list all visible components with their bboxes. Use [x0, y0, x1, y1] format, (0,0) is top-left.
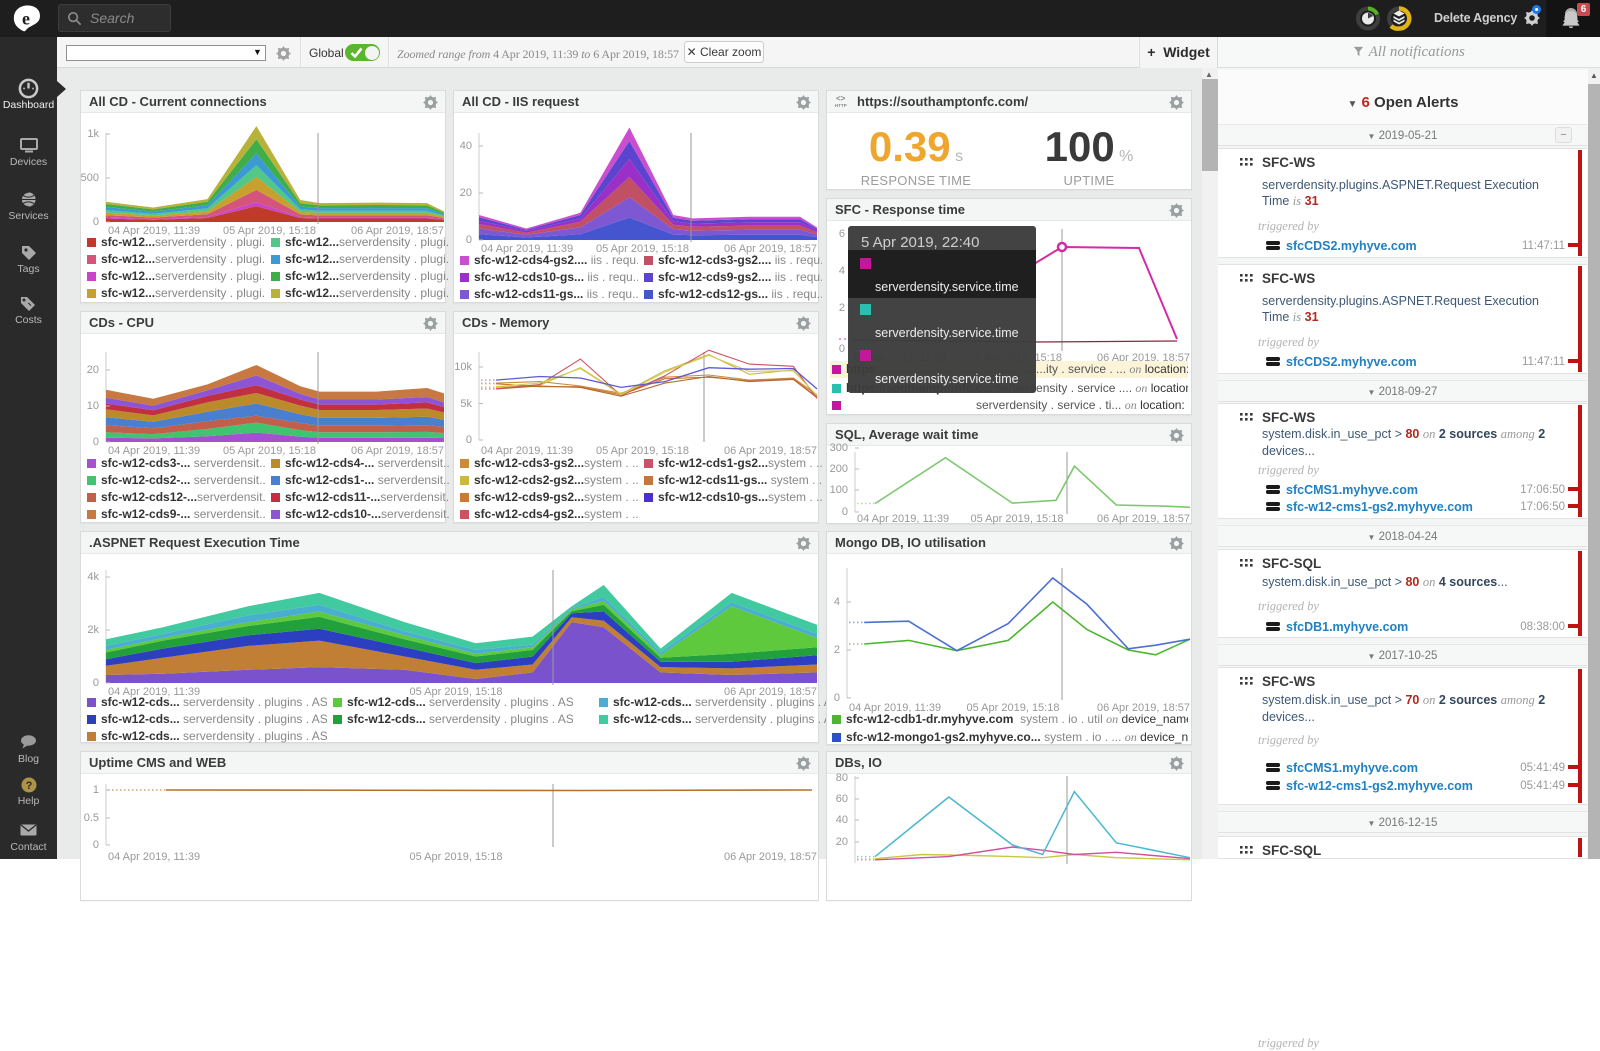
svg-text:<>: <> [836, 94, 846, 103]
svg-text:HTTP: HTTP [835, 103, 847, 108]
svg-text:e: e [22, 9, 30, 29]
svg-text:?: ? [25, 780, 32, 792]
